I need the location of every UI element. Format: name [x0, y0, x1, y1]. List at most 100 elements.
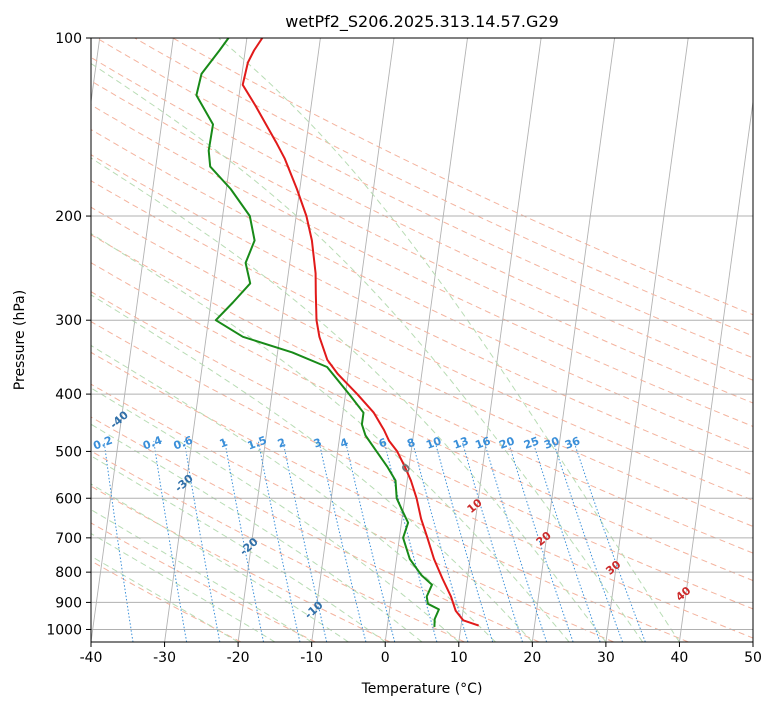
isotherm-line: [91, 38, 174, 642]
mixing-ratio-line: [383, 440, 438, 642]
isotherm-line: [605, 38, 689, 642]
dry-adiabat-line: [91, 154, 753, 476]
dry-adiabat-line: [91, 351, 689, 642]
mixing-ratio-line: [483, 440, 548, 642]
dewpoint-line: [195, 38, 440, 627]
moist-adiabat-line: [91, 232, 570, 642]
mixing-ratio-label: 8: [405, 436, 417, 451]
dry-adiabat-line: [91, 56, 753, 381]
moist-adiabat-line: [91, 423, 423, 642]
plot-frame: [90, 37, 754, 643]
y-tick-label: 300: [55, 313, 82, 329]
mixing-ratio-label: 4: [338, 436, 350, 451]
y-tick-label: 800: [55, 565, 82, 581]
x-tick-label: -30: [153, 650, 176, 666]
x-tick-label: 40: [671, 650, 689, 666]
isotherm-label: -10: [302, 598, 326, 621]
chart-title: wetPf2_S206.2025.313.14.57.G29: [285, 12, 559, 32]
isotherm-line: [531, 38, 616, 642]
isotherm-label: -20: [237, 535, 261, 558]
mixing-ratio-line: [183, 440, 221, 642]
isotherm-line: [458, 38, 542, 642]
mixing-ratio-line: [224, 440, 264, 642]
dry-adiabat-line: [172, 38, 753, 316]
mixing-ratio-label: 25: [522, 434, 541, 451]
x-tick-label: 30: [597, 650, 615, 666]
dry-adiabat-line: [91, 80, 753, 404]
dry-adiabat-label: 0: [399, 461, 413, 476]
x-tick-label: 50: [744, 650, 762, 666]
y-tick-label: 700: [55, 531, 82, 547]
mixing-ratio-label: 3: [312, 436, 324, 451]
isotherm-line: [164, 38, 248, 642]
mixing-ratio-label: 13: [451, 434, 470, 451]
isotherm-line: [752, 638, 753, 642]
moist-adiabat-line: [91, 455, 386, 642]
mixing-ratio-label: 16: [473, 434, 492, 452]
mixing-ratio-line: [257, 440, 301, 642]
x-axis-label: Temperature (°C): [361, 681, 483, 697]
moist-adiabat-line: [218, 38, 680, 642]
mixing-ratio-line: [344, 440, 396, 642]
mixing-ratio-label: 0.4: [141, 434, 164, 453]
y-tick-label: 100: [55, 31, 82, 47]
mixing-ratio-label: 10: [424, 434, 443, 452]
y-tick-label: 400: [55, 387, 82, 403]
mixing-ratio-label: 20: [497, 434, 516, 452]
mixing-ratio-line: [153, 440, 188, 642]
dry-adiabat-line: [91, 206, 753, 527]
x-tick-label: 0: [381, 650, 390, 666]
mixing-ratio-label: 0.6: [172, 434, 195, 453]
x-axis-ticks: -40 -30 -20 -10 0 10 20 30 40 50: [80, 642, 762, 666]
y-tick-label: 200: [55, 209, 82, 225]
mixing-ratio-line: [507, 440, 574, 642]
mixing-ratio-label: 36: [563, 434, 582, 452]
x-tick-label: -10: [300, 650, 323, 666]
isotherm-line: [311, 38, 395, 642]
y-tick-label: 600: [55, 491, 82, 507]
mixing-ratio-line: [552, 440, 624, 642]
isotherm-line: [384, 38, 468, 642]
dry-adiabat-line: [91, 234, 753, 554]
moist-adiabat-line: [91, 509, 312, 642]
dry-adiabat-line: [96, 38, 753, 359]
temperature-line: [241, 38, 480, 627]
mixing-ratio-line: [318, 440, 367, 642]
isotherm-label: -40: [107, 408, 131, 431]
moist-adiabat-line: [91, 387, 460, 642]
mixing-ratio-line: [434, 440, 494, 642]
dry-adiabat-line: [91, 560, 242, 642]
mixing-ratio-label: 6: [377, 436, 389, 451]
mixing-ratio-line: [461, 440, 523, 642]
dry-adiabat-line: [91, 104, 753, 427]
moist-adiabat-line: [91, 532, 276, 642]
dry-adiabat-line: [91, 485, 391, 642]
mixing-ratio-line: [532, 440, 601, 642]
background-lines: [91, 38, 753, 642]
dry-adiabat-label: 30: [603, 558, 623, 578]
mixing-ratio-line: [282, 440, 328, 642]
moist-adiabat-line: [91, 483, 349, 642]
isotherm-line: [91, 38, 101, 106]
mixing-ratio-label: 30: [542, 434, 561, 452]
sounding-series: [195, 38, 480, 627]
moist-adiabat-line: [91, 157, 607, 642]
y-tick-label: 900: [55, 595, 82, 611]
dry-adiabat-line: [91, 128, 753, 451]
x-tick-label: -20: [227, 650, 250, 666]
dry-adiabat-line: [134, 38, 753, 337]
mixing-ratio-line: [411, 440, 469, 642]
mixing-ratio-label: 0.2: [91, 434, 114, 453]
x-tick-label: 20: [523, 650, 541, 666]
y-axis-label: Pressure (hPa): [12, 290, 28, 390]
moist-adiabat-line: [91, 555, 239, 642]
x-tick-label: -40: [80, 650, 103, 666]
dry-adiabat-label: 40: [673, 584, 693, 604]
x-tick-label: 10: [450, 650, 468, 666]
dry-adiabat-line: [91, 383, 614, 642]
mixing-ratio-line: [103, 440, 134, 642]
y-tick-label: 1000: [46, 622, 82, 638]
moist-adiabat-line: [91, 294, 533, 642]
dry-adiabat-line: [91, 291, 753, 610]
